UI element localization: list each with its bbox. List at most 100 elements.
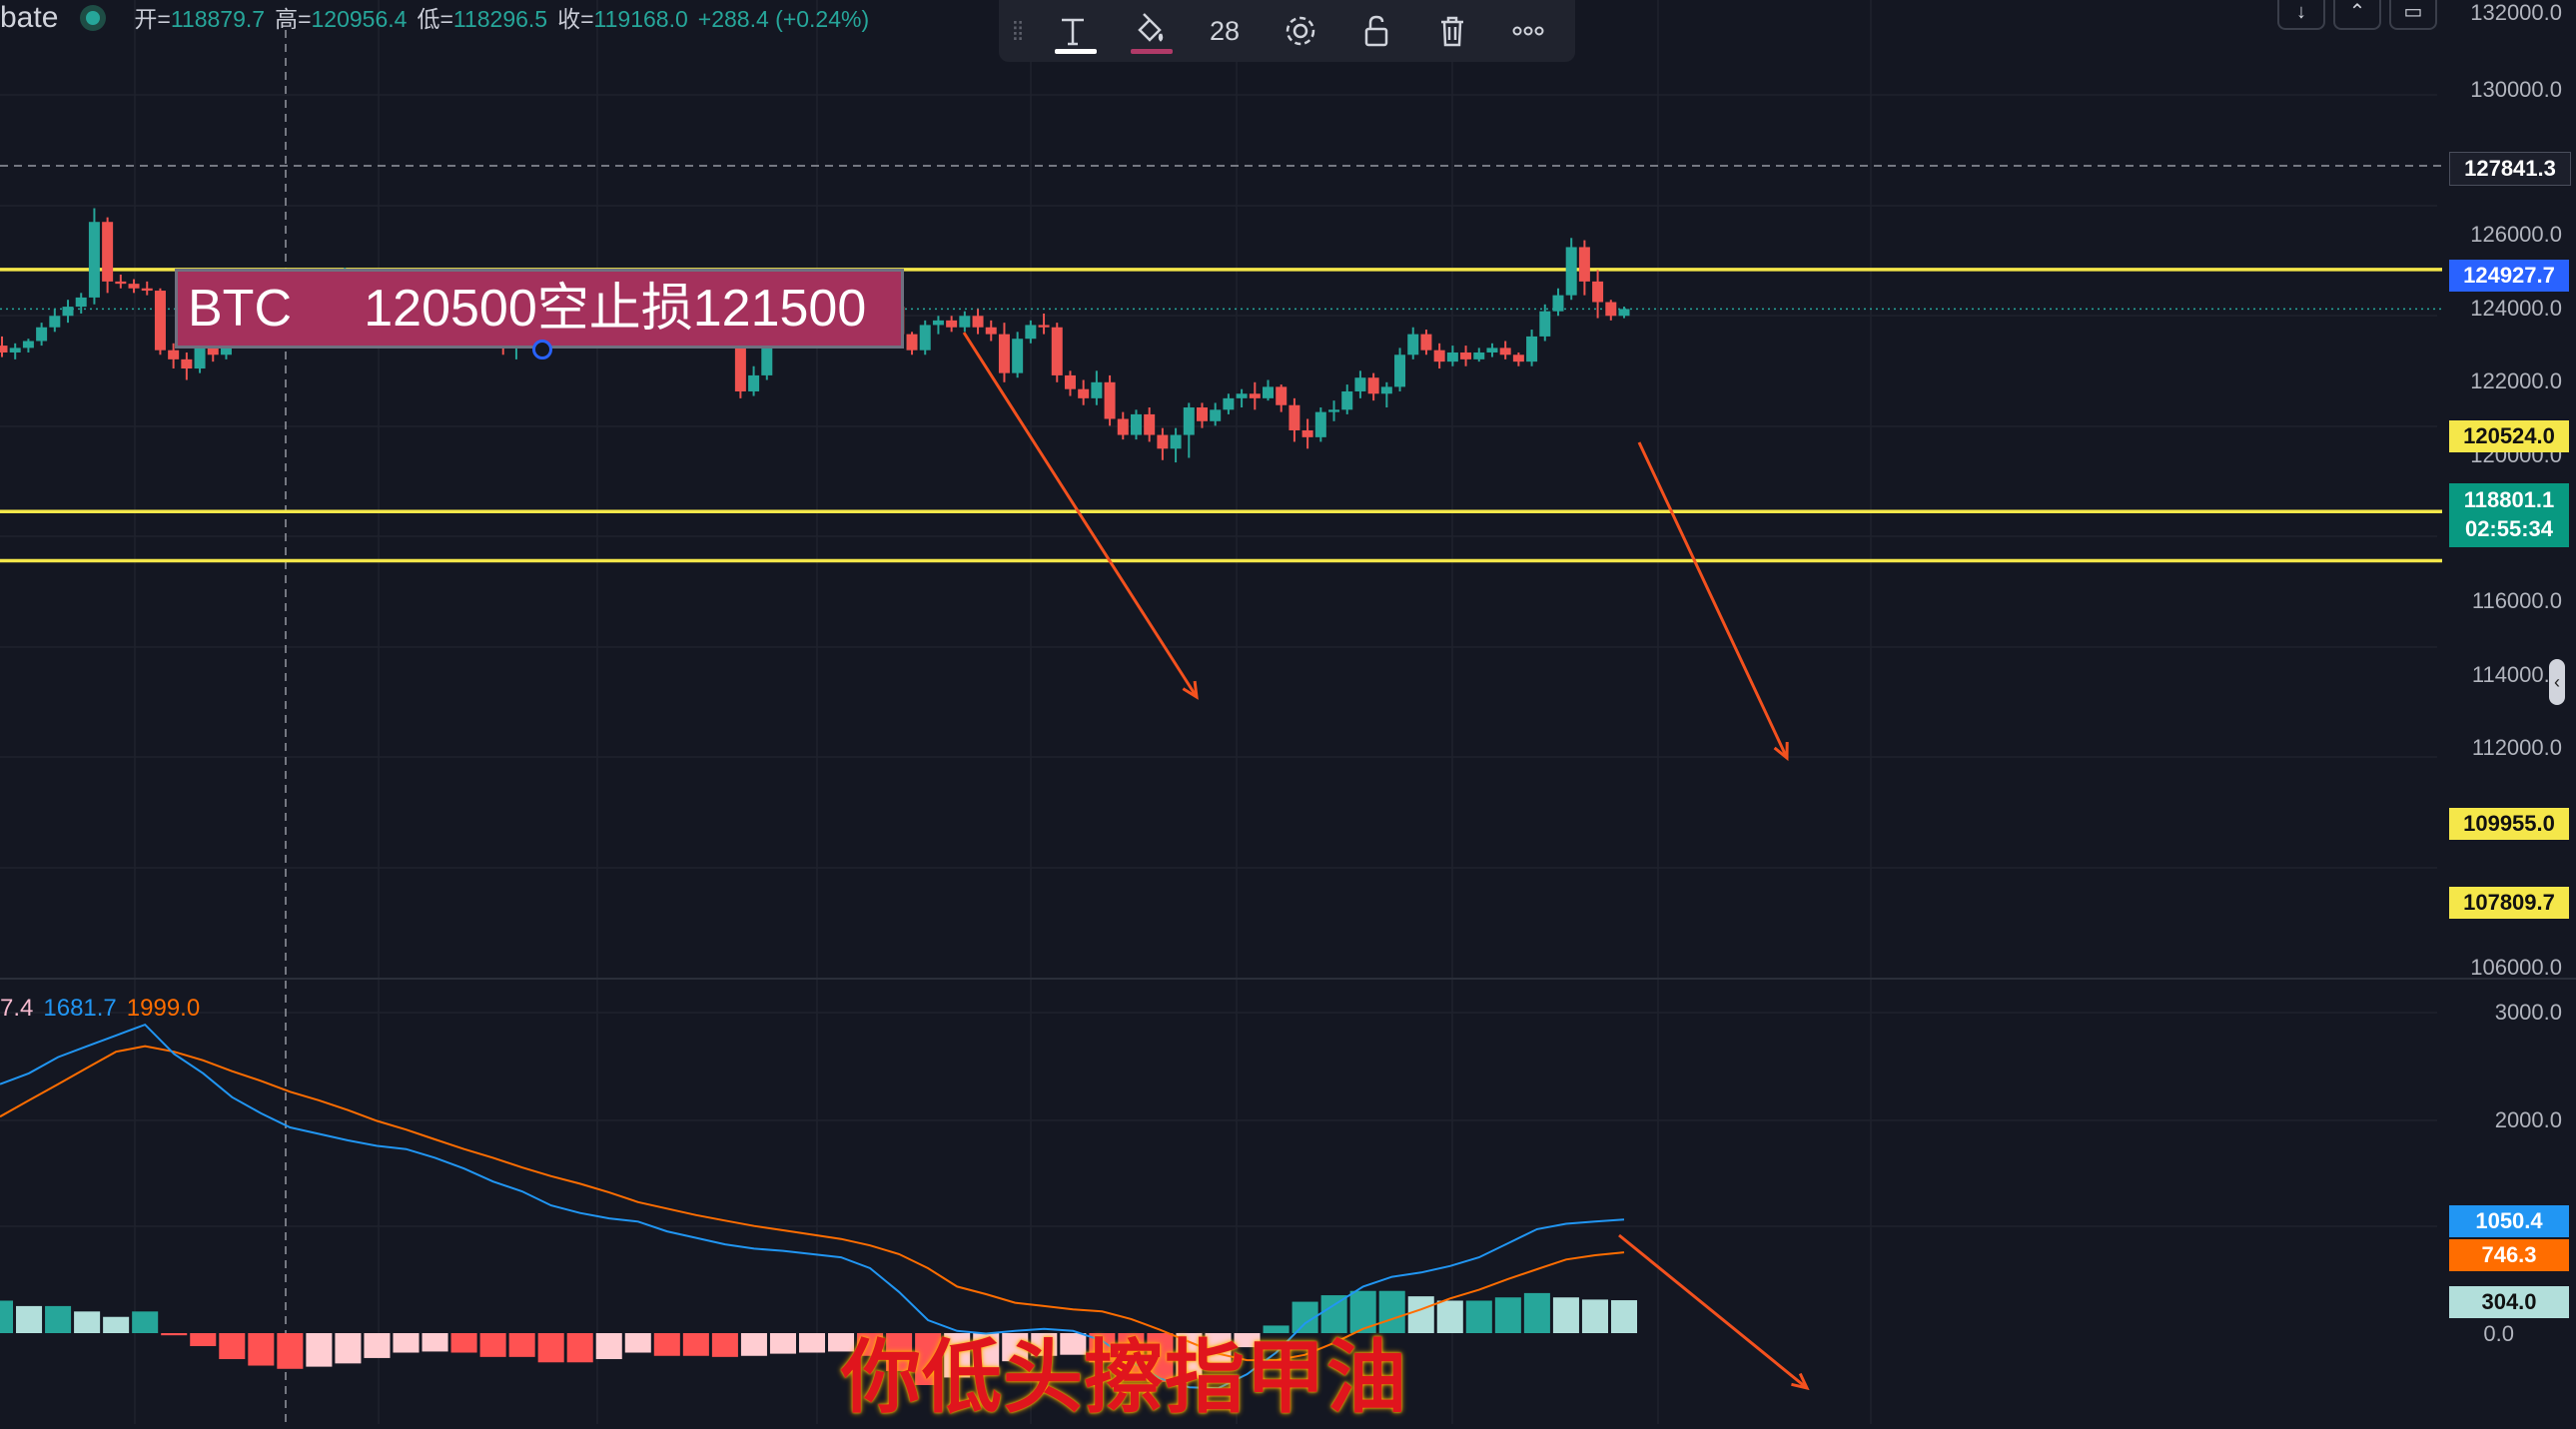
candle-body bbox=[919, 325, 931, 351]
trend-arrow-line bbox=[1637, 441, 1789, 759]
fill-color-swatch bbox=[1131, 49, 1173, 54]
candle-body bbox=[62, 307, 74, 317]
macd-histogram-bar bbox=[944, 1333, 971, 1378]
macd-histogram-bar bbox=[1552, 1297, 1579, 1333]
candle-body bbox=[0, 346, 8, 353]
candle-body bbox=[1276, 386, 1288, 405]
macd-histogram-bar bbox=[1263, 1325, 1289, 1333]
candle-body bbox=[1301, 429, 1313, 437]
macd-histogram-bar bbox=[1610, 1300, 1638, 1333]
candle-body bbox=[1539, 311, 1551, 337]
more-dots-icon[interactable] bbox=[1490, 0, 1566, 62]
macd-histogram-bar bbox=[537, 1333, 564, 1363]
text-icon[interactable] bbox=[1035, 0, 1111, 62]
candle-body bbox=[141, 288, 153, 292]
candle-body bbox=[128, 284, 140, 289]
paint-bucket-icon[interactable] bbox=[1111, 0, 1187, 62]
candle-body bbox=[1394, 355, 1406, 387]
dea-tag: 746.3 bbox=[2449, 1239, 2569, 1271]
candle-body bbox=[1473, 352, 1485, 359]
close-value: 119168.0 bbox=[593, 6, 688, 32]
macd-histogram-bar bbox=[335, 1333, 362, 1364]
ohlc-legend: bate 开=118879.7 高=120956.4 低=118296.5 收=1191… bbox=[0, 0, 879, 34]
macd-legend-hist: 7.4 bbox=[0, 995, 34, 1022]
macd-histogram-bar bbox=[1523, 1292, 1550, 1333]
macd-histogram-bar bbox=[479, 1333, 506, 1357]
candle-body bbox=[1038, 325, 1050, 328]
trend-arrow-head bbox=[1182, 680, 1199, 700]
drag-handle-icon[interactable]: ⁞⁞ bbox=[1011, 15, 1024, 46]
candle-body bbox=[1420, 334, 1432, 351]
macd-histogram-bar bbox=[277, 1333, 304, 1369]
macd-histogram-bar bbox=[132, 1311, 159, 1333]
price-axis-label: 112000.0 bbox=[2471, 735, 2562, 760]
trend-arrow-head bbox=[1773, 741, 1789, 762]
macd-legend-dea: 1999.0 bbox=[126, 995, 201, 1022]
candle-body bbox=[1223, 397, 1235, 410]
candle-body bbox=[1314, 411, 1326, 437]
macd-legend-dif: 1681.7 bbox=[43, 995, 117, 1022]
candle-body bbox=[1170, 434, 1182, 449]
candle-body bbox=[75, 297, 87, 308]
candle-body bbox=[734, 325, 746, 391]
status-dot-icon bbox=[86, 11, 101, 25]
trash-icon[interactable] bbox=[1414, 0, 1490, 62]
macd-histogram-bar bbox=[1378, 1290, 1405, 1333]
candle-body bbox=[1183, 407, 1195, 435]
candle-body bbox=[1367, 377, 1379, 394]
candle-body bbox=[1605, 302, 1617, 317]
macd-histogram-bar bbox=[1002, 1333, 1029, 1362]
trend-arrow-head bbox=[1791, 1372, 1810, 1391]
candle-body bbox=[998, 334, 1010, 373]
scroll-down-button[interactable]: ↓ bbox=[2277, 0, 2325, 30]
candle-body bbox=[1618, 309, 1630, 317]
dea-line bbox=[0, 1045, 1625, 1362]
macd-histogram-bar bbox=[653, 1333, 680, 1356]
candle-body bbox=[154, 291, 166, 351]
trend-arrow-line bbox=[962, 332, 1199, 698]
candle-body bbox=[1460, 352, 1472, 359]
price-axis-label: 122000.0 bbox=[2470, 368, 2562, 393]
macd-pane bbox=[0, 1023, 1638, 1390]
candle-body bbox=[748, 374, 760, 391]
low-value: 118296.5 bbox=[452, 6, 548, 32]
candle-body bbox=[194, 330, 206, 369]
maximize-button[interactable]: ▭ bbox=[2389, 0, 2437, 30]
current-price-tag: 118801.1 02:55:34 bbox=[2449, 483, 2569, 547]
candle-body bbox=[985, 327, 997, 335]
candle-body bbox=[1486, 348, 1498, 353]
macd-histogram-bar bbox=[1436, 1300, 1463, 1333]
candle-body bbox=[972, 316, 984, 328]
trade-note-box[interactable]: BTC 120500空止损121500 bbox=[175, 269, 904, 349]
macd-histogram-bar bbox=[508, 1333, 535, 1357]
dif-tag: 1050.4 bbox=[2449, 1205, 2569, 1237]
unlock-icon[interactable] bbox=[1338, 0, 1414, 62]
candle-body bbox=[1236, 393, 1248, 398]
macd-histogram-bar bbox=[624, 1333, 651, 1353]
collapse-button[interactable]: ⌃ bbox=[2333, 0, 2381, 30]
candle-body bbox=[1078, 388, 1090, 398]
candle-body bbox=[932, 320, 944, 326]
macd-histogram-bar bbox=[798, 1333, 826, 1353]
candle-body bbox=[36, 327, 48, 342]
symbol-name[interactable]: bate bbox=[0, 1, 59, 34]
candle-body bbox=[181, 358, 193, 369]
macd-histogram-bar bbox=[973, 1333, 1000, 1373]
candle-body bbox=[1064, 374, 1076, 389]
gear-icon[interactable] bbox=[1263, 0, 1338, 62]
candle-body bbox=[1117, 418, 1129, 435]
candle-body bbox=[946, 320, 958, 328]
price-axis-label: 114000.0 bbox=[2471, 662, 2562, 687]
crosshair-price-tag: 127841.3 bbox=[2449, 152, 2571, 186]
note-anchor-handle[interactable] bbox=[532, 340, 552, 359]
macd-histogram-bar bbox=[1465, 1300, 1492, 1333]
price-axis-label: 116000.0 bbox=[2471, 588, 2562, 613]
price-scale-handle-icon[interactable]: ‹ bbox=[2549, 659, 2565, 705]
font-size-button[interactable]: 28 bbox=[1209, 15, 1241, 46]
blue-price-tag: 124927.7 bbox=[2449, 260, 2569, 292]
candle-body bbox=[1210, 409, 1222, 421]
candle-body bbox=[1130, 413, 1142, 435]
macd-histogram-bar bbox=[393, 1333, 420, 1353]
price-axis-label: 126000.0 bbox=[2470, 222, 2562, 247]
